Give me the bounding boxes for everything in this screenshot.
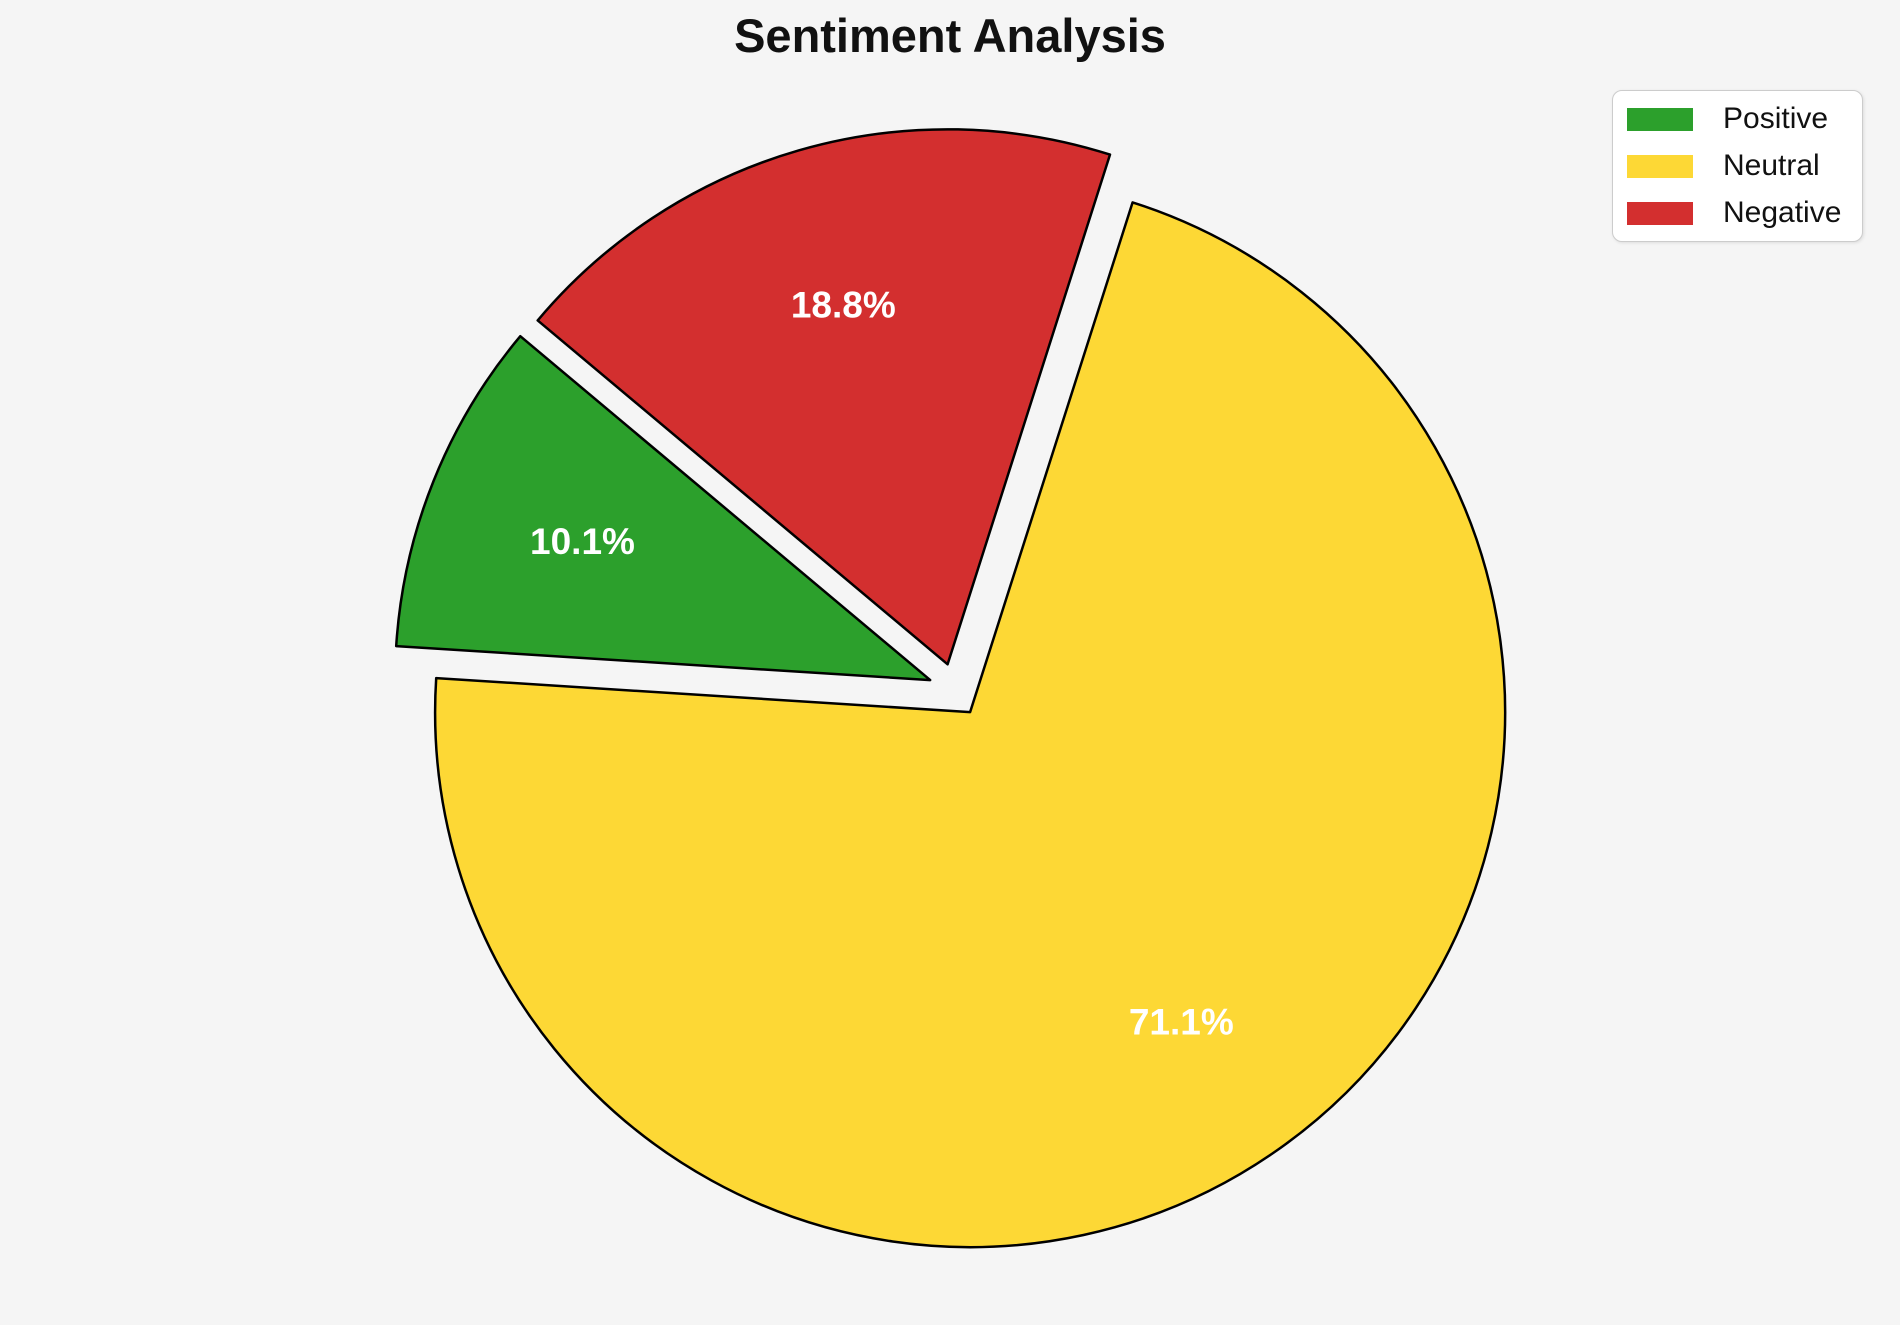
legend-label-negative: Negative [1723, 196, 1842, 229]
legend-label-neutral: Neutral [1723, 149, 1820, 182]
pct-label-positive: 10.1% [530, 521, 635, 562]
legend-swatch-negative [1627, 201, 1693, 225]
legend: Positive Neutral Negative [1612, 90, 1863, 242]
legend-swatch-positive [1627, 107, 1693, 131]
legend-entry-positive: Positive [1627, 104, 1848, 134]
chart-title: Sentiment Analysis [734, 9, 1166, 62]
pie-slice-negative [536, 128, 1112, 666]
legend-swatch-neutral [1627, 154, 1693, 178]
pct-label-negative: 18.8% [791, 285, 896, 326]
legend-entry-negative: Negative [1627, 198, 1848, 228]
legend-label-positive: Positive [1723, 102, 1829, 135]
legend-entry-neutral: Neutral [1627, 151, 1848, 181]
pct-label-neutral: 71.1% [1129, 1001, 1234, 1042]
pie-slice-positive [394, 334, 932, 682]
pie-slice-neutral [433, 201, 1507, 1249]
